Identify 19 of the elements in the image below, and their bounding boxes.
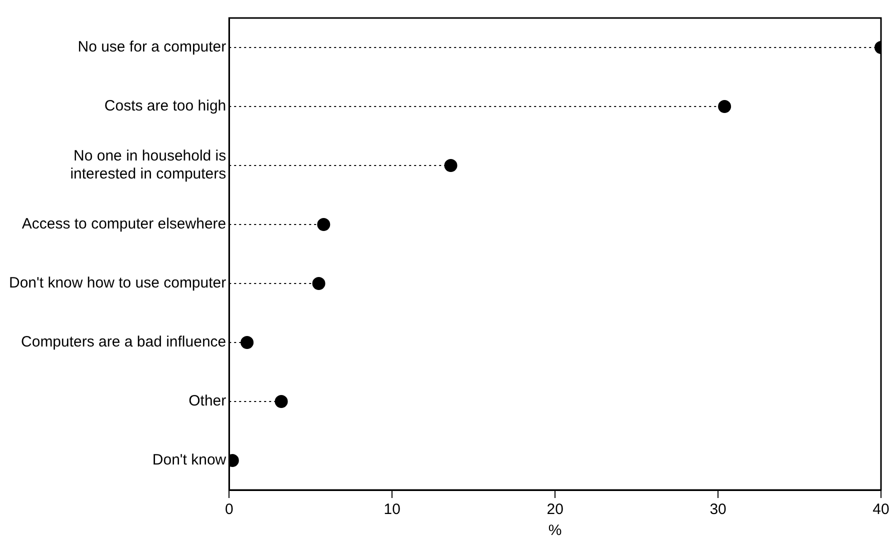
- x-axis-title: %: [548, 522, 562, 540]
- y-tick-label: No use for a computer: [78, 38, 226, 56]
- x-tick-label: 10: [384, 501, 400, 518]
- point: [444, 159, 458, 172]
- point: [317, 218, 330, 231]
- y-tick-label: Access to computer elsewhere: [22, 216, 226, 233]
- y-tick-label: Don't know: [152, 452, 226, 469]
- y-tick-label: No one in household is interested in computers: [70, 148, 226, 183]
- y-tick-label: Computers are a bad influence: [21, 334, 226, 351]
- point: [312, 277, 326, 290]
- y-tick-label: Don't know how to use computer: [8, 274, 226, 292]
- point: [240, 336, 254, 349]
- y-tick-label: Costs are too high: [104, 98, 226, 115]
- y-tick-label: Other: [188, 392, 226, 410]
- x-tick-label: 0: [224, 501, 234, 518]
- x-tick-label: 20: [546, 501, 564, 518]
- x-tick-label: 30: [710, 501, 726, 518]
- point: [274, 395, 288, 408]
- x-tick-label: 40: [872, 501, 890, 518]
